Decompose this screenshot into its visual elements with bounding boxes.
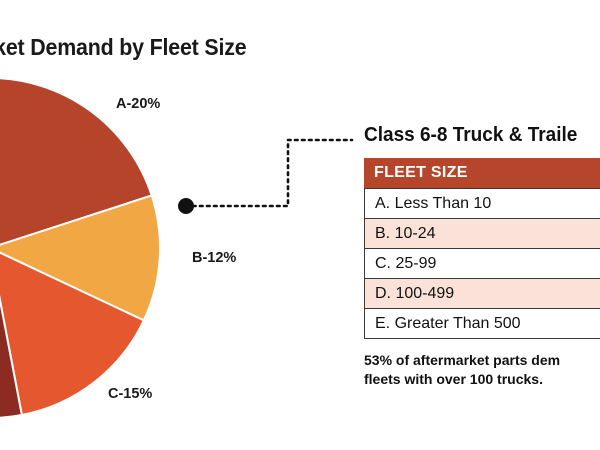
leader-dot <box>178 198 194 214</box>
chart-title: rket Demand by Fleet Size <box>0 34 247 60</box>
table-row: C. 25-99 <box>364 249 600 279</box>
note-text: 53% of aftermarket parts dem fleets with… <box>364 351 600 389</box>
table-row: A. Less Than 10 <box>364 188 600 219</box>
pie-slice <box>0 194 161 322</box>
slice-label: C-15% <box>108 386 152 402</box>
fleet-size-table: FLEET SIZE A. Less Than 10 B. 10-24 C. 2… <box>364 158 600 339</box>
note-line: fleets with over 100 trucks. <box>364 371 543 387</box>
table-row: B. 10-24 <box>364 219 600 249</box>
slice-label: B-12% <box>192 250 236 266</box>
table-row: D. 100-499 <box>364 279 600 309</box>
table-row: E. Greater Than 500 <box>364 309 600 339</box>
note-line: 53% of aftermarket parts dem <box>364 352 561 368</box>
leader-line <box>184 138 354 208</box>
slice-label: A-20% <box>116 96 160 112</box>
table-heading: Class 6-8 Truck & Traile <box>364 124 578 146</box>
table-header: FLEET SIZE <box>364 158 600 188</box>
pie-slice <box>0 251 146 417</box>
pie-slice <box>0 77 153 246</box>
pie-slice <box>0 295 24 419</box>
